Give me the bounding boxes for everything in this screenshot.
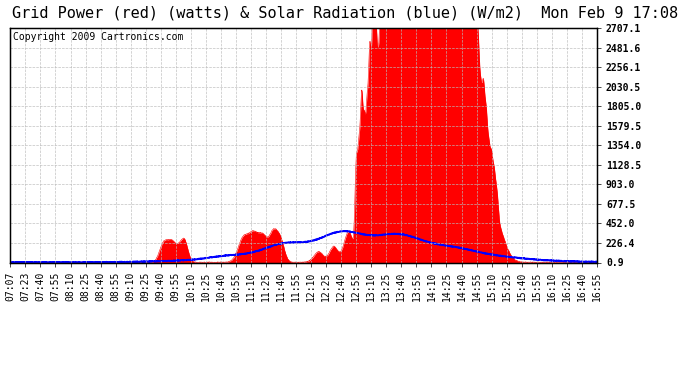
Text: Grid Power (red) (watts) & Solar Radiation (blue) (W/m2)  Mon Feb 9 17:08: Grid Power (red) (watts) & Solar Radiati… — [12, 6, 678, 21]
Text: Copyright 2009 Cartronics.com: Copyright 2009 Cartronics.com — [13, 32, 184, 42]
